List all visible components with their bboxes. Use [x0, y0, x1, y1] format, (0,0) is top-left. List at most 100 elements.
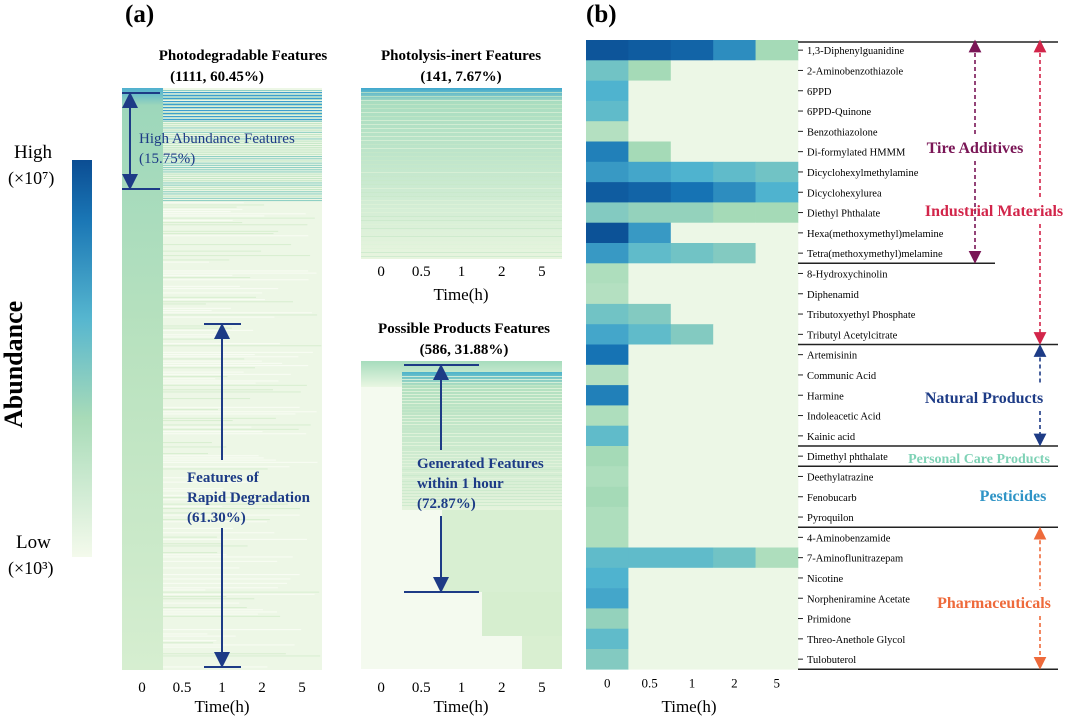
heat-cell	[628, 466, 672, 487]
heat-cell	[586, 60, 629, 81]
heat-cell	[586, 344, 629, 366]
stripe	[163, 543, 222, 545]
stripe	[163, 391, 301, 393]
stripe	[361, 152, 562, 153]
stripe	[361, 212, 562, 213]
heat-cell	[586, 649, 629, 670]
heat-cell	[628, 182, 672, 203]
row-label: 7-Aminoflunitrazepam	[807, 554, 903, 565]
stripe	[163, 384, 307, 386]
stripe	[163, 532, 275, 534]
heat-cell	[713, 60, 756, 81]
stripe	[361, 96, 562, 97]
stripe	[361, 172, 562, 173]
stripe	[163, 114, 322, 116]
stripe	[163, 95, 322, 97]
heat-cell	[628, 649, 672, 670]
stripe	[163, 92, 322, 94]
stripe	[163, 629, 302, 631]
stripe	[163, 354, 255, 356]
row-label: Tulobuterol	[807, 655, 856, 666]
stripe	[163, 329, 254, 331]
heat-cell	[713, 222, 756, 244]
row-label: Tributyl Acetylcitrate	[807, 330, 898, 341]
heat-cell	[628, 547, 672, 569]
stripe	[163, 110, 322, 112]
products-tick-1: 0.5	[412, 680, 431, 696]
heat-cell	[586, 425, 629, 447]
heat-cell	[713, 283, 756, 305]
stripe	[163, 98, 322, 100]
row-label: Di-formylated HMMM	[807, 148, 906, 159]
stripe	[402, 451, 562, 452]
heat-cell	[670, 222, 714, 244]
stripe	[402, 412, 562, 413]
stripe	[402, 397, 562, 398]
heat-cell	[713, 547, 756, 569]
stripe	[163, 466, 290, 468]
stripe	[402, 424, 562, 425]
stripe	[163, 171, 322, 173]
stripe	[402, 454, 562, 455]
heat-cell	[755, 60, 799, 81]
stripe	[163, 360, 262, 362]
heat-cell	[755, 222, 799, 244]
stripe	[163, 613, 258, 615]
stripe	[163, 420, 233, 422]
group-label: Pesticides	[980, 488, 1047, 505]
stripe	[361, 148, 562, 149]
generated-label-2: within 1 hour	[417, 476, 504, 492]
stripe	[402, 430, 562, 431]
stripe	[402, 415, 562, 416]
heat-cell	[755, 486, 799, 508]
heat-cell	[713, 344, 756, 366]
stripe	[361, 192, 562, 193]
stripe	[163, 457, 264, 459]
stripe	[402, 490, 562, 491]
heat-cell	[670, 141, 714, 163]
products-tick-3: 2	[498, 680, 506, 696]
stripe	[402, 379, 562, 380]
stripe	[163, 200, 322, 202]
compound-x-tick: 0	[604, 675, 611, 690]
products-tick-2: 1	[458, 680, 466, 696]
compound-labels: 1,3-Diphenylguanidine 2-Aminobenzothiazol…	[798, 46, 944, 666]
stripe	[163, 112, 322, 114]
stripe	[163, 477, 203, 479]
stripe	[163, 215, 265, 217]
high-abundance-label: High Abundance Features	[139, 131, 295, 147]
stripe	[163, 182, 322, 184]
heat-cell	[670, 344, 714, 366]
stripe	[163, 512, 227, 514]
heat-cell	[586, 80, 629, 102]
stripe	[402, 457, 562, 458]
stripe	[402, 442, 562, 443]
heat-cell	[670, 527, 714, 548]
stripe	[163, 442, 212, 444]
stripe	[163, 426, 252, 428]
heat-cell	[755, 344, 799, 366]
stripe	[163, 310, 212, 312]
heat-cell	[670, 263, 714, 284]
heat-cell	[586, 466, 629, 487]
stripe	[163, 552, 218, 554]
stripe	[361, 104, 562, 105]
stripe	[163, 503, 288, 505]
stripe	[163, 538, 307, 540]
row-label: Threo-Anethole Glycol	[807, 635, 905, 646]
heat-cell	[628, 567, 672, 589]
stripe	[163, 261, 209, 263]
heat-cell	[586, 182, 629, 203]
colorbar-high-label: High	[14, 142, 53, 163]
stripe	[163, 211, 231, 213]
stripe	[163, 274, 233, 276]
stripe	[163, 307, 231, 309]
stripe	[163, 156, 322, 158]
stripe	[163, 655, 321, 657]
colorbar	[72, 160, 92, 557]
stripe	[402, 436, 562, 437]
stripe	[163, 131, 322, 133]
row-label: Pyroquilon	[807, 513, 854, 524]
stripe	[163, 591, 320, 593]
stripe	[163, 104, 322, 106]
